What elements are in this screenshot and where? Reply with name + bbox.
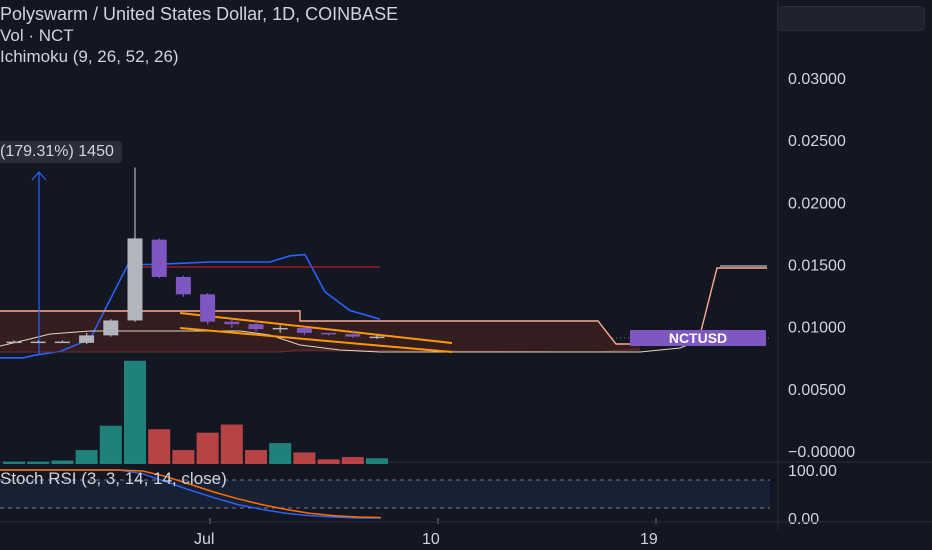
price-tick-label: 0.02000 [788,195,846,212]
stoch-band [0,480,770,508]
span-a-line [0,348,641,353]
candle-body [6,341,22,344]
span-b-line [0,267,767,345]
candle-body [369,336,385,339]
stoch-rsi-legend: Stoch RSI (3, 3, 14, 14, close) [0,469,227,488]
trendline-upper [179,312,453,344]
time-tick-label: 10 [422,531,440,548]
candle-body [103,320,119,336]
candle-body [30,341,46,344]
candle-body [296,327,312,333]
toolbar-box[interactable] [777,6,925,31]
candle-body [272,327,288,330]
price-tick-label: −0.00000 [788,444,855,461]
chart-legend: Polyswarm / United States Dollar, 1D, CO… [0,4,398,67]
candle-body [248,324,264,330]
volume-bar [317,459,340,464]
volume-legend: Vol · NCT [0,26,74,45]
volume-bar [3,461,25,464]
ichimoku-legend: Ichimoku (9, 26, 52, 26) [0,47,179,66]
time-tick-label: 19 [640,531,658,548]
price-tick-label: 0.03000 [788,71,846,88]
trendline-lower [179,327,453,353]
volume-bar [172,450,195,464]
volume-bar [124,360,146,464]
candle-body [127,238,143,321]
candle-body [151,239,167,277]
stoch-tick-label: 0.00 [788,511,819,528]
candle-body [79,335,95,343]
candle-body [175,276,191,295]
price-tick-label: 0.02500 [788,133,846,150]
price-badge: NCTUSD [630,330,766,346]
candle-body [345,334,361,337]
volume-bar [220,424,243,464]
volume-bar [366,458,388,464]
volume-bar [27,461,50,464]
volume-bar [341,457,364,464]
candle-body [54,341,70,344]
volume-bar [245,450,267,464]
volume-bar [51,460,74,464]
volume-bar [269,443,292,464]
candles [6,167,385,345]
indicator-lines [0,171,767,359]
candle-body [224,321,240,325]
volume-bar [148,429,171,464]
volume-bar [99,425,122,464]
volume-bars [3,360,388,464]
axes: 0.03000 0.02500 0.02000 0.01500 0.01000 0.005… [0,71,932,548]
stoch-tick-label: 100.00 [788,463,837,480]
measure-arrow-head [31,171,47,181]
candle-body [200,294,216,322]
stoch-d-line [0,469,381,519]
volume-bar [75,450,98,464]
measure-tooltip: (179.31%) 1450 [0,141,122,163]
volume-bar [196,432,219,464]
candle-body [321,332,337,335]
price-tick-label: 0.01500 [788,258,846,275]
time-tick-label: Jul [194,531,214,548]
stoch-rsi-pane [0,469,770,519]
chart-title: Polyswarm / United States Dollar, 1D, CO… [0,4,399,24]
lagging-span [0,330,701,353]
price-tick-label: 0.00500 [788,382,846,399]
volume-bar [293,452,316,464]
price-tick-label: 0.01000 [788,320,846,337]
